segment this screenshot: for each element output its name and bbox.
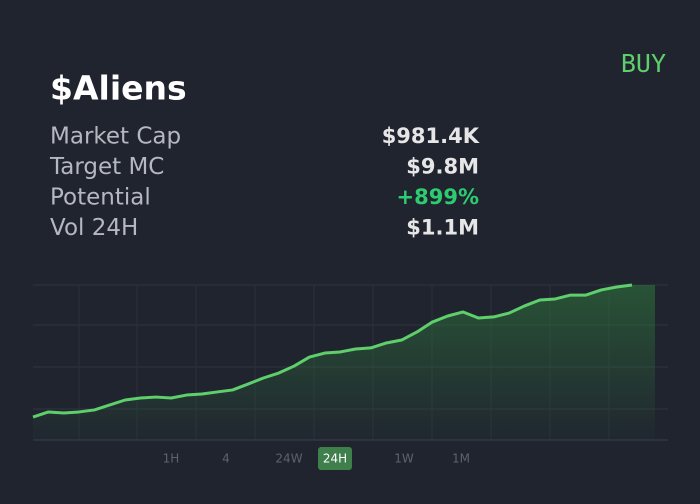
timeframe-tab[interactable]: 24W [275,452,302,466]
buy-button[interactable]: BUY [621,49,666,78]
timeframe-tab[interactable]: 24H [323,452,347,466]
timeframe-tab[interactable]: 1H [163,452,180,466]
stat-value: $1.1M [406,216,479,240]
timeframe-tab[interactable]: 4 [222,452,230,466]
area [33,285,655,440]
active-tab-bg [318,447,352,470]
stat-label: Target MC [49,154,164,180]
stat-value: $981.4K [382,124,480,148]
timeframe-tab[interactable]: 1M [452,452,470,466]
stat-label: Vol 24H [50,215,138,241]
stat-label: Potential [50,185,151,211]
token-title: $Aliens [50,69,187,108]
stat-label: Market Cap [50,124,181,150]
price-line [32,283,633,419]
stat-value: $9.8M [406,155,479,179]
stat-value: +899% [397,185,479,209]
timeframe-tab[interactable]: 1W [394,452,414,466]
